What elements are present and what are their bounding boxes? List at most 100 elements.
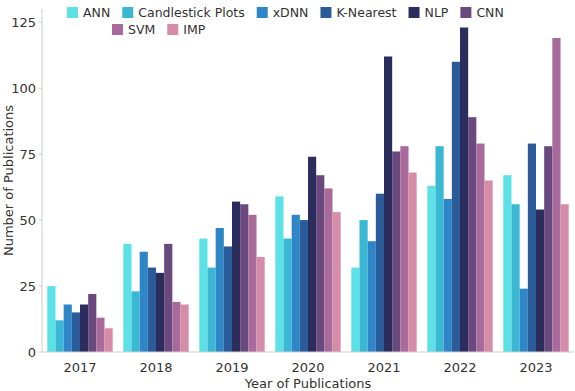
bar [359,220,367,352]
bar [156,273,164,352]
bar [427,186,435,352]
legend-label: SVM [128,22,155,37]
bars [47,27,568,352]
y-tick-label: 75 [19,147,36,162]
legend-item: ANN [67,5,110,20]
bar [283,239,291,352]
y-tick [39,88,42,89]
bar [376,194,384,352]
legend-item: xDNN [257,5,309,20]
y-axis-title: Number of Publications [1,105,16,256]
bar [452,62,460,352]
bar [275,196,283,352]
bar [300,220,308,352]
legend-label: xDNN [273,5,309,20]
bar [308,157,316,352]
bar [552,38,560,352]
bar [232,202,240,352]
legend-label: K-Nearest [336,5,396,20]
legend-swatch [67,7,78,18]
bar [468,117,476,352]
bar [316,175,324,352]
legend-item: SVM [112,22,155,37]
bar [207,268,215,352]
x-axis-line [42,352,574,353]
bar [528,144,536,352]
bar [123,244,131,352]
legend-label: Candlestick Plots [138,5,244,20]
bar [181,305,189,352]
x-axis-title: Year of Publications [244,376,372,391]
bar [96,318,104,352]
bar [172,302,180,352]
bar [324,188,332,352]
y-tick-label: 0 [28,345,36,360]
bar [199,239,207,352]
bar [131,291,139,352]
x-tick-label: 2021 [367,360,400,375]
y-tick [39,154,42,155]
bar [292,215,300,352]
legend-label: IMP [183,22,205,37]
legend-item: Candlestick Plots [122,5,244,20]
bar [384,56,392,352]
y-tick [39,220,42,221]
legend: ANNCandlestick PlotsxDNNK-NearestNLPCNNS… [67,5,504,37]
bar [240,204,248,352]
bar [400,146,408,352]
chart: 0255075100125201720182019202020212022202… [0,0,575,391]
bar [435,146,443,352]
y-tick [39,352,42,353]
bar [216,228,224,352]
bar [224,246,232,352]
y-tick [39,22,42,23]
bar [511,204,519,352]
bar [503,175,511,352]
bar [164,244,172,352]
legend-label: CNN [476,5,503,20]
bar [444,199,452,352]
x-tick-label: 2017 [63,360,96,375]
y-tick [39,286,42,287]
legend-swatch [320,7,331,18]
legend-swatch [122,7,133,18]
bar [351,268,359,352]
y-axis-line [42,9,43,352]
x-tick-label: 2018 [139,360,172,375]
bar [80,305,88,352]
bar [257,257,265,352]
bar [520,289,528,352]
legend-label: ANN [83,5,110,20]
y-tick-label: 100 [11,81,36,96]
legend-swatch [460,7,471,18]
legend-swatch [409,7,420,18]
bar [140,252,148,352]
legend-swatch [112,24,123,35]
x-tick-label: 2020 [291,360,324,375]
y-tick-label: 25 [19,279,36,294]
bar [368,241,376,352]
y-tick-label: 50 [19,213,36,228]
bar [55,320,63,352]
bar [485,181,493,353]
x-tick-label: 2023 [519,360,552,375]
bar [64,305,72,352]
legend-item: CNN [460,5,503,20]
bar [88,294,96,352]
bar [105,328,113,352]
y-tick-label: 125 [11,15,36,30]
bar [248,215,256,352]
bar [536,210,544,352]
bar [460,27,468,352]
bar [47,286,55,352]
legend-swatch [167,24,178,35]
bar [476,144,484,352]
bar [544,146,552,352]
bar [333,212,341,352]
legend-item: K-Nearest [320,5,396,20]
bar [392,151,400,352]
bar [148,268,156,352]
x-tick-label: 2019 [215,360,248,375]
bar [409,173,417,352]
legend-swatch [257,7,268,18]
